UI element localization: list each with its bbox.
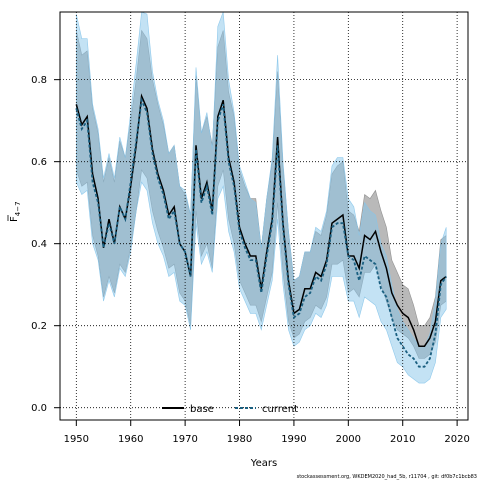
plot-frame — [59, 11, 469, 421]
x-tick-label: 1970 — [172, 434, 197, 445]
confidence-bands — [76, 11, 447, 384]
y-tick-label: 0.0 — [31, 403, 47, 414]
y-tick-label: 0.4 — [31, 239, 47, 250]
y-axis-title: F4−7 — [7, 201, 22, 222]
x-tick-label: 2020 — [444, 434, 469, 445]
footer-credit: stockassessment.org, WKDEM2020_had_5b, r… — [297, 474, 477, 480]
y-axis-title-main: F — [9, 216, 20, 222]
y-tick-label: 0.2 — [31, 321, 47, 332]
x-axis-title: Years — [250, 458, 277, 469]
legend-label-base: base — [190, 404, 214, 415]
series-lines — [75, 93, 447, 368]
svg-text:F4−7: F4−7 — [9, 201, 22, 222]
x-tick-label: 1990 — [281, 434, 306, 445]
band-current — [76, 11, 447, 384]
y-axis: 0.0 0.2 0.4 0.6 0.8 — [31, 75, 60, 414]
y-tick-label: 0.8 — [31, 75, 47, 86]
legend: base current — [162, 404, 298, 415]
legend-label-current: current — [262, 404, 298, 415]
x-tick-label: 1960 — [118, 434, 143, 445]
x-tick-label: 1980 — [227, 434, 252, 445]
y-axis-title-sub: 4−7 — [14, 201, 22, 216]
x-axis: 1950 1960 1970 1980 1990 2000 2010 2020 — [64, 420, 470, 445]
plot-area — [59, 11, 469, 421]
grid — [60, 12, 468, 420]
y-tick-label: 0.6 — [31, 157, 47, 168]
x-tick-label: 2000 — [336, 434, 361, 445]
x-tick-label: 2010 — [390, 434, 415, 445]
x-tick-label: 1950 — [64, 434, 89, 445]
